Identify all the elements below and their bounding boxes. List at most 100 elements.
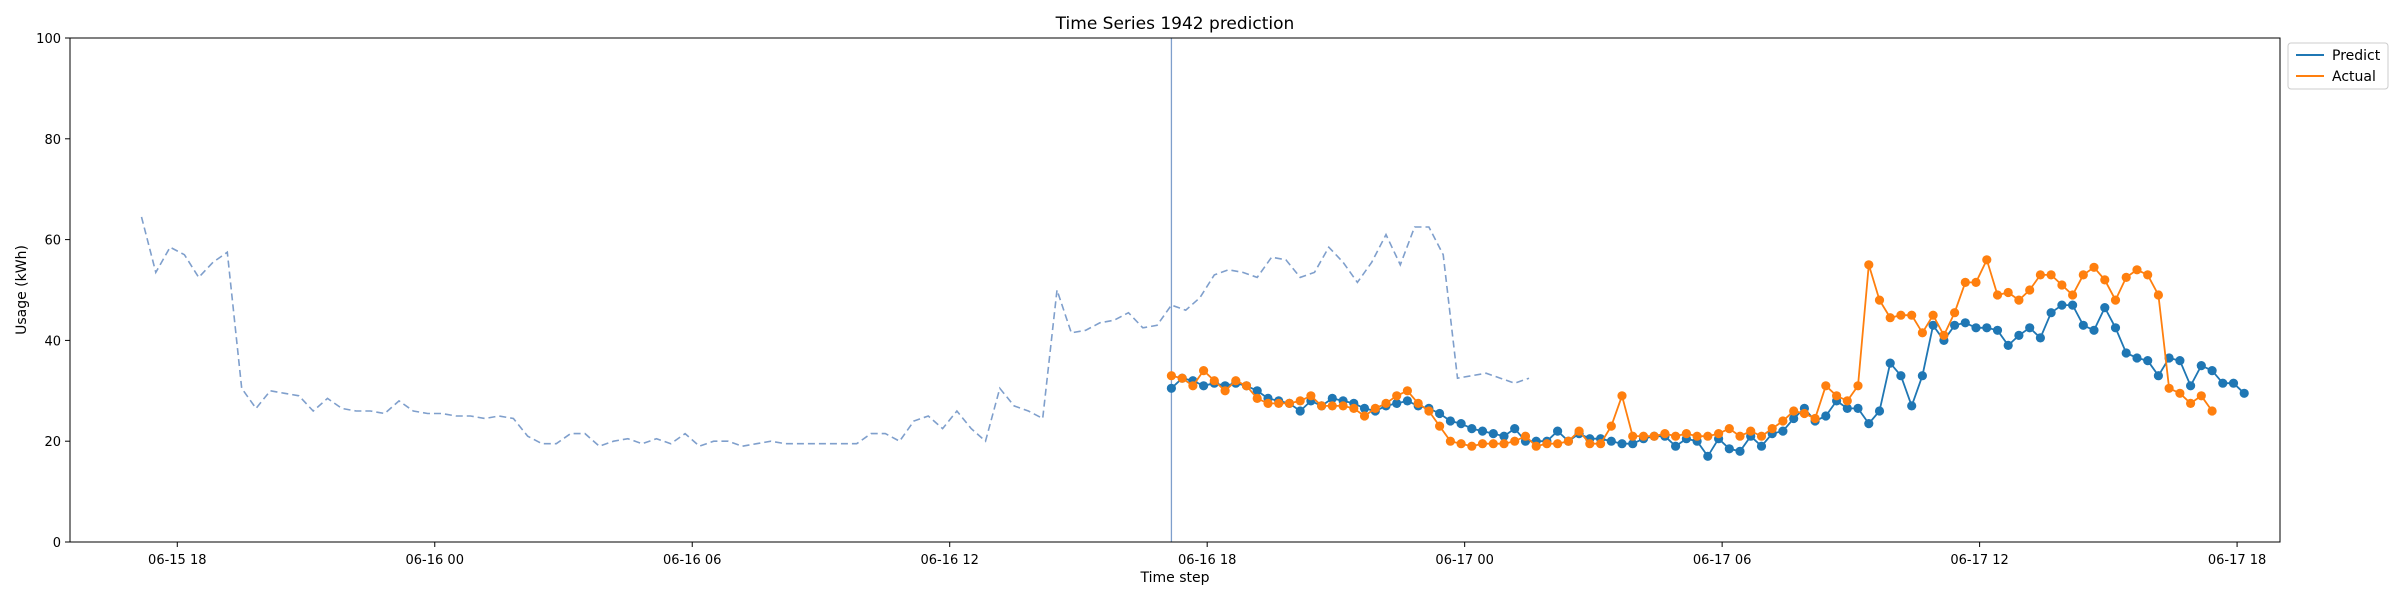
actual-point [1231, 376, 1241, 386]
actual-point [2207, 406, 2217, 416]
predict-point [1456, 419, 1466, 429]
predict-point [2175, 356, 2185, 366]
actual-point [2143, 270, 2153, 280]
predict-point [2228, 378, 2239, 388]
actual-point [1596, 439, 1606, 449]
actual-point [1617, 391, 1627, 401]
predict-point [2186, 381, 2196, 391]
predict-point [1971, 323, 1981, 333]
x-tick-label: 06-15 18 [148, 553, 206, 568]
predict-point [2089, 325, 2099, 335]
actual-point [1638, 431, 1649, 441]
predict-point [1477, 426, 1488, 436]
predict-point [2068, 300, 2078, 310]
actual-point [2046, 270, 2056, 280]
actual-point [1188, 381, 1198, 391]
predict-point [1392, 398, 1402, 408]
plot-area [140, 38, 2249, 542]
actual-point [2196, 391, 2206, 401]
predict-point [2164, 353, 2174, 363]
predict-point [2196, 361, 2206, 371]
actual-point [1338, 401, 1348, 411]
actual-point [1756, 431, 1767, 441]
predict-point [1510, 424, 1520, 434]
actual-point [1703, 431, 1713, 441]
predict-point [1199, 381, 1209, 391]
actual-point [1177, 373, 1187, 383]
predict-point [1606, 436, 1616, 446]
actual-point [1874, 295, 1885, 305]
predict-point [1252, 386, 1262, 396]
actual-point [1295, 396, 1305, 406]
predict-point [1950, 320, 1960, 330]
x-tick-label: 06-17 18 [2208, 553, 2266, 568]
actual-line [1171, 257, 2213, 448]
actual-point [1199, 366, 1209, 376]
predict-point [2025, 323, 2035, 333]
actual-point [1585, 439, 1595, 449]
predict-point [2153, 371, 2163, 381]
y-tick-label: 60 [44, 234, 61, 249]
predict-point [2100, 303, 2110, 313]
actual-point [2164, 383, 2174, 393]
actual-point [1317, 401, 1327, 411]
actual-point [2025, 285, 2035, 295]
predict-point [2057, 300, 2067, 310]
actual-point [1649, 431, 1659, 441]
actual-point [2110, 295, 2121, 305]
predict-point [1907, 401, 1917, 411]
actual-point [1907, 310, 1917, 320]
predict-point [1885, 358, 1895, 368]
legend-actual-label: Actual [2332, 69, 2376, 85]
predict-point [2207, 366, 2217, 376]
actual-point [1510, 436, 1520, 446]
chart-title: Time Series 1942 prediction [1055, 14, 1295, 34]
predict-point [2239, 388, 2249, 398]
predict-point [1724, 444, 1734, 454]
predict-point [1445, 416, 1455, 426]
actual-point [1284, 398, 1294, 408]
actual-point [1263, 398, 1273, 408]
predict-point [2035, 333, 2045, 343]
predict-point [2121, 348, 2131, 358]
predict-point [1402, 396, 1412, 406]
actual-point [2132, 265, 2142, 275]
actual-point [2057, 280, 2067, 290]
predict-point [1982, 323, 1992, 333]
actual-point [1542, 439, 1552, 449]
predict-point [2110, 323, 2121, 333]
x-axis: 06-15 18 06-16 00 06-16 06 06-16 12 06-16 18… [148, 542, 2266, 568]
actual-point [1166, 371, 1176, 381]
actual-point [1563, 436, 1573, 446]
predict-point [1960, 318, 1970, 328]
actual-point [1724, 424, 1734, 434]
predict-point [1864, 419, 1874, 429]
predict-point [1295, 406, 1305, 416]
actual-point [1810, 413, 1820, 424]
predict-point [1553, 426, 1563, 436]
x-tick-label: 06-16 00 [406, 553, 464, 568]
actual-point [1424, 406, 1434, 416]
plot-frame [69, 37, 2281, 543]
actual-point [1885, 313, 1895, 323]
actual-point [2035, 270, 2045, 280]
predict-point [1917, 371, 1927, 381]
x-tick-label: 06-16 12 [920, 553, 978, 568]
actual-point [1714, 429, 1724, 439]
actual-point [1939, 330, 1949, 340]
actual-point [1735, 431, 1745, 441]
actual-point [2068, 290, 2078, 300]
actual-point [1767, 424, 1777, 434]
actual-point [1327, 401, 1337, 411]
actual-point [2186, 398, 2196, 408]
actual-point [1928, 310, 1938, 320]
actual-point [2153, 290, 2163, 300]
predict-point [2078, 320, 2088, 330]
actual-point [1445, 436, 1455, 446]
legend-predict-label: Predict [2332, 48, 2381, 64]
actual-point [1864, 260, 1874, 270]
x-axis-title: Time step [1140, 570, 1210, 586]
y-tick-label: 80 [44, 133, 61, 148]
predict-point [2143, 356, 2153, 366]
